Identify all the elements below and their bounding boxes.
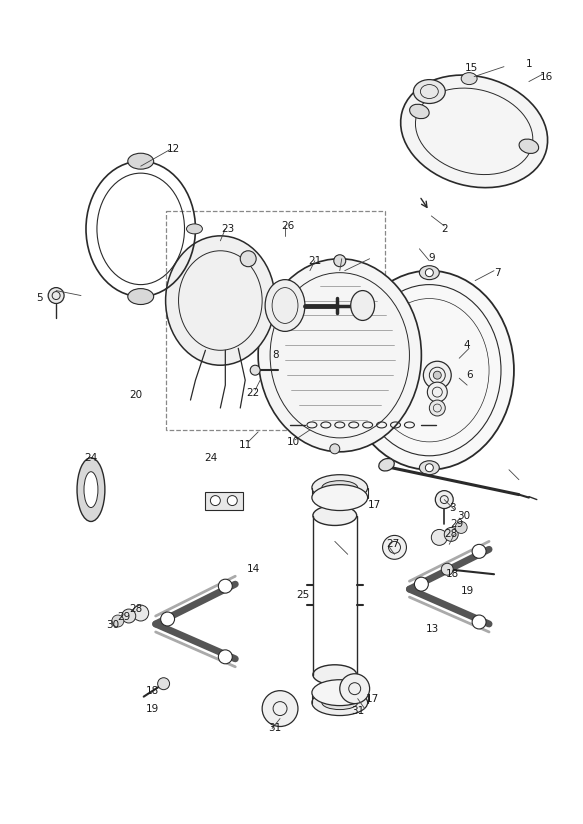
Text: 23: 23 — [222, 224, 235, 234]
Circle shape — [455, 522, 467, 533]
Circle shape — [334, 255, 346, 267]
Circle shape — [426, 269, 433, 277]
Circle shape — [219, 650, 232, 664]
Text: 16: 16 — [540, 72, 553, 82]
Text: 29: 29 — [451, 519, 464, 530]
Text: 27: 27 — [386, 540, 399, 550]
Text: 17: 17 — [368, 499, 381, 509]
Text: 3: 3 — [449, 503, 455, 513]
Ellipse shape — [345, 270, 514, 470]
Ellipse shape — [187, 224, 202, 234]
Text: 9: 9 — [428, 253, 435, 263]
Ellipse shape — [312, 485, 368, 511]
Ellipse shape — [419, 461, 440, 475]
Text: 6: 6 — [466, 370, 472, 380]
Text: 28: 28 — [129, 604, 142, 614]
Text: 19: 19 — [146, 704, 159, 714]
Circle shape — [340, 674, 370, 704]
Text: 28: 28 — [445, 529, 458, 540]
Ellipse shape — [351, 291, 375, 321]
Ellipse shape — [322, 480, 358, 494]
Text: 22: 22 — [247, 388, 260, 398]
Text: 26: 26 — [282, 221, 294, 231]
Text: 5: 5 — [36, 293, 43, 302]
Text: 10: 10 — [286, 437, 300, 447]
Circle shape — [444, 527, 458, 541]
Circle shape — [112, 615, 124, 627]
Circle shape — [441, 564, 453, 575]
Ellipse shape — [84, 471, 98, 508]
Circle shape — [250, 365, 260, 375]
Ellipse shape — [313, 665, 357, 685]
Circle shape — [133, 605, 149, 621]
Text: 30: 30 — [458, 511, 470, 521]
Circle shape — [382, 536, 406, 559]
Ellipse shape — [265, 279, 305, 331]
Circle shape — [157, 677, 170, 690]
Text: 8: 8 — [272, 350, 279, 360]
Circle shape — [122, 609, 136, 623]
Circle shape — [436, 490, 453, 508]
Circle shape — [431, 530, 447, 545]
Circle shape — [472, 545, 486, 559]
Circle shape — [427, 382, 447, 402]
Ellipse shape — [312, 680, 368, 705]
Text: 4: 4 — [464, 340, 470, 350]
Text: 31: 31 — [268, 723, 282, 733]
Text: 2: 2 — [441, 224, 448, 234]
Circle shape — [415, 577, 429, 591]
Text: 30: 30 — [106, 620, 120, 630]
Circle shape — [210, 495, 220, 506]
Ellipse shape — [166, 236, 275, 365]
Ellipse shape — [77, 458, 105, 522]
Text: 31: 31 — [351, 705, 364, 715]
Ellipse shape — [313, 506, 357, 526]
Circle shape — [433, 371, 441, 379]
Text: 21: 21 — [308, 255, 321, 265]
Ellipse shape — [312, 475, 368, 500]
Text: 12: 12 — [167, 144, 180, 154]
Ellipse shape — [379, 458, 394, 471]
Circle shape — [262, 691, 298, 727]
Ellipse shape — [419, 265, 440, 279]
Text: 11: 11 — [238, 440, 252, 450]
Ellipse shape — [312, 690, 368, 715]
Text: 15: 15 — [465, 63, 477, 73]
Text: 13: 13 — [426, 624, 439, 634]
Ellipse shape — [413, 80, 445, 104]
Text: 1: 1 — [525, 59, 532, 68]
Circle shape — [472, 615, 486, 629]
Circle shape — [48, 288, 64, 303]
Text: 20: 20 — [129, 390, 142, 400]
Circle shape — [423, 361, 451, 389]
Text: 14: 14 — [247, 564, 260, 574]
Text: 24: 24 — [204, 452, 217, 463]
Text: 25: 25 — [296, 590, 310, 600]
Circle shape — [161, 612, 174, 626]
Ellipse shape — [519, 139, 539, 153]
Ellipse shape — [258, 259, 422, 452]
Text: 18: 18 — [146, 686, 159, 695]
Text: 7: 7 — [494, 268, 500, 278]
Text: 24: 24 — [85, 452, 97, 463]
Text: 18: 18 — [445, 569, 459, 579]
Circle shape — [426, 464, 433, 471]
Circle shape — [330, 444, 340, 454]
Ellipse shape — [461, 73, 477, 85]
Text: 29: 29 — [117, 612, 131, 622]
Ellipse shape — [128, 288, 154, 305]
Circle shape — [227, 495, 237, 506]
Ellipse shape — [128, 153, 154, 169]
Circle shape — [219, 579, 232, 593]
Text: 19: 19 — [461, 586, 474, 596]
Ellipse shape — [410, 104, 429, 119]
Circle shape — [429, 400, 445, 416]
Bar — [205, 492, 243, 509]
Ellipse shape — [401, 75, 547, 188]
Ellipse shape — [322, 695, 358, 709]
Circle shape — [240, 250, 256, 267]
Text: 17: 17 — [366, 694, 379, 704]
